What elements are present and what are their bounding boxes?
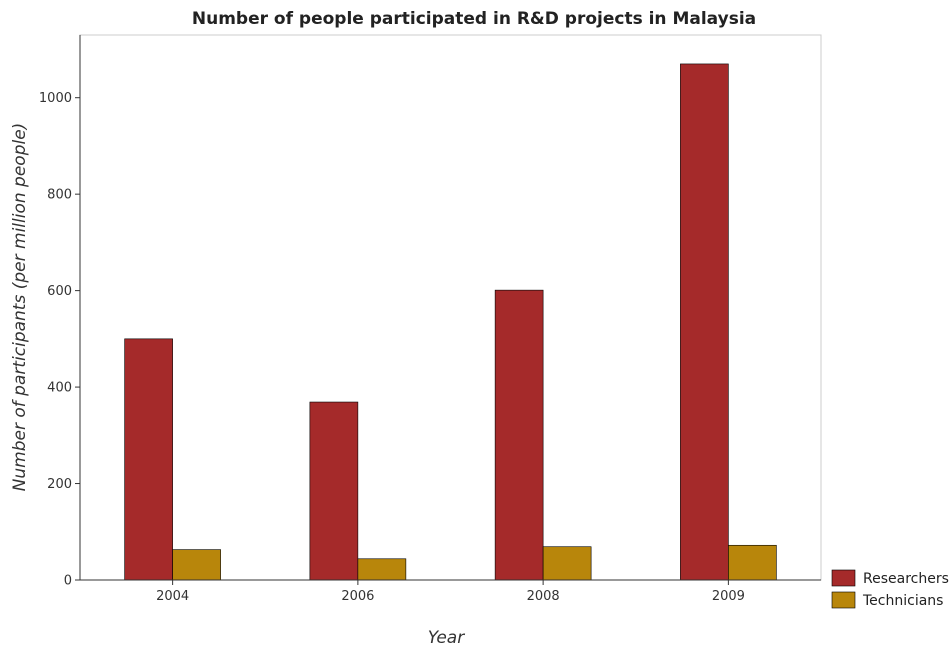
y-tick-label: 600	[47, 284, 72, 299]
bar-technicians-2006	[357, 558, 407, 581]
chart-title: Number of people participated in R&D pro…	[192, 9, 756, 29]
y-tick-label: 400	[47, 381, 72, 396]
x-tick-label: 2006	[341, 589, 374, 604]
y-tick-label: 0	[64, 574, 72, 589]
x-axis-label: Year	[428, 628, 465, 648]
legend-swatch-technicians	[831, 591, 856, 609]
bar-technicians-2004	[172, 549, 221, 581]
legend-swatch-researchers	[831, 569, 856, 587]
x-tick-label: 2004	[156, 589, 189, 604]
legend-label-technicians: Technicians	[862, 593, 943, 609]
bar-researchers-2009	[680, 63, 729, 581]
x-tick-label: 2009	[712, 589, 745, 604]
y-tick-label: 200	[47, 477, 72, 492]
axes-layer: 2004 2006 2008 2009 0 200 400 600 800 1000	[39, 35, 821, 604]
y-tick-label: 1000	[39, 91, 72, 106]
bars-layer	[124, 63, 777, 581]
x-tick-label: 2008	[527, 589, 560, 604]
bar-researchers-2006	[309, 401, 359, 581]
legend-label-researchers: Researchers	[863, 571, 949, 587]
bar-researchers-2008	[494, 289, 544, 581]
bar-researchers-2004	[124, 338, 173, 581]
y-axis-label: Number of participants (per million peop…	[10, 123, 30, 492]
legend: Researchers Technicians	[831, 569, 949, 609]
bar-technicians-2009	[728, 544, 777, 581]
bar-technicians-2008	[542, 546, 592, 581]
y-tick-label: 800	[47, 188, 72, 203]
